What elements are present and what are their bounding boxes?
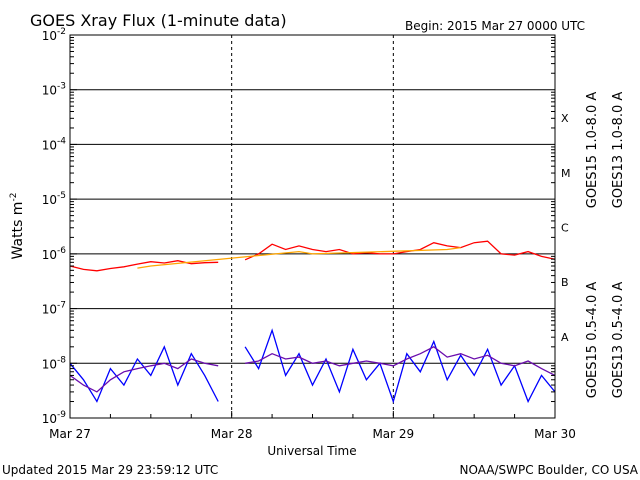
x-tick-label: Mar 30: [534, 427, 576, 441]
y-axis-label-exp: -2: [9, 193, 19, 202]
y-tick-label: 10-3: [42, 82, 66, 98]
legend-label: GOES15 1.0-8.0 A: [585, 92, 600, 209]
flare-class-label: X: [561, 112, 569, 125]
x-tick-label: Mar 29: [372, 427, 414, 441]
y-axis-label: Watts m-2: [9, 193, 26, 260]
x-axis-label: Universal Time: [267, 444, 356, 458]
flare-class-label: B: [561, 276, 569, 289]
y-tick-label: 10-8: [42, 355, 67, 371]
legend-entry: GOES15 0.5-4.0 A: [585, 282, 600, 399]
y-tick-label: 10-6: [42, 246, 67, 262]
x-axis-ticks: Mar 27 Mar 28 Mar 29 Mar 30: [49, 411, 576, 441]
svg-text:Watts m-2: Watts m-2: [9, 193, 26, 260]
legend-entry: GOES13 0.5-4.0 A: [611, 282, 626, 399]
series-line-goes15-1-0-8-0-a: [69, 260, 219, 272]
grid: [70, 35, 555, 418]
legend: GOES15 1.0-8.0 A GOES13 1.0-8.0 A GOES15 0…: [585, 92, 626, 399]
series-line-goes13-0-5-4-0-a: [69, 358, 219, 393]
updated-label: Updated 2015 Mar 29 23:59:12 UTC: [2, 463, 218, 477]
chart-title: GOES Xray Flux (1-minute data): [30, 11, 287, 30]
legend-entry: GOES15 1.0-8.0 A: [585, 92, 600, 209]
legend-label: GOES13 0.5-4.0 A: [611, 282, 626, 399]
series-line-goes13-1-0-8-0-a: [137, 246, 461, 269]
y-tick-label: 10-4: [42, 136, 67, 152]
y-tick-label: 10-9: [42, 410, 67, 426]
y-tick-label: 10-5: [42, 191, 66, 207]
credit-label: NOAA/SWPC Boulder, CO USA: [460, 463, 639, 477]
x-tick-label: Mar 27: [49, 427, 91, 441]
flare-class-labels: X M C B A: [561, 112, 571, 344]
series-line-goes15-1-0-8-0-a: [244, 240, 556, 261]
y-axis-label-text: Watts m: [10, 202, 26, 260]
y-axis-ticks: 10-9 10-8 10-7 10-6 10-5 10-4 10-3 10-2: [42, 27, 555, 426]
series-line-goes13-0-5-4-0-a: [244, 346, 556, 376]
y-tick-label: 10-2: [42, 27, 66, 43]
series-layer: [69, 240, 556, 404]
legend-entry: GOES13 1.0-8.0 A: [611, 92, 626, 209]
begin-label: Begin: 2015 Mar 27 0000 UTC: [405, 19, 585, 33]
flare-class-label: M: [561, 167, 571, 180]
legend-label: GOES13 1.0-8.0 A: [611, 92, 626, 209]
flare-class-label: A: [561, 331, 569, 344]
legend-label: GOES15 0.5-4.0 A: [585, 282, 600, 399]
y-tick-label: 10-7: [42, 301, 66, 317]
x-tick-label: Mar 28: [211, 427, 253, 441]
flare-class-label: C: [561, 222, 569, 235]
